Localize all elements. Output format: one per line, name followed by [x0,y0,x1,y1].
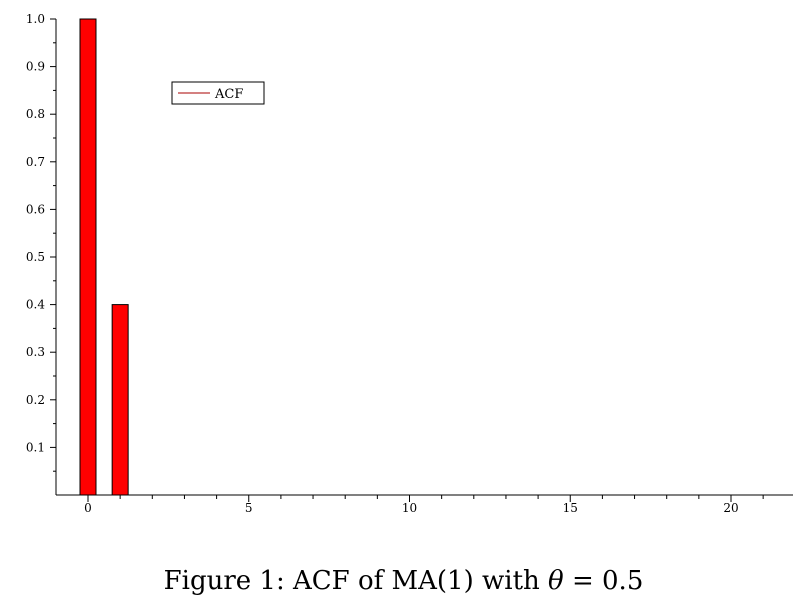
y-tick-label-0.1: 0.1 [26,440,45,454]
y-tick-label-0.2: 0.2 [26,393,45,407]
x-tick-label-5: 5 [245,501,253,515]
bars-group [79,18,129,496]
y-tick-label-0.3: 0.3 [26,345,45,359]
legend-box [171,81,265,105]
x-tick-label-0: 0 [84,501,92,515]
x-tick-label-15: 15 [563,501,578,515]
x-tick-label-20: 20 [723,501,738,515]
x-axis-ticks: 0 5 10 15 20 [84,495,764,515]
y-tick-label-0.8: 0.8 [26,107,45,121]
axes-group [55,19,793,496]
y-tick-label-0.4: 0.4 [26,298,45,312]
figure-caption: Figure 1: ACF of MA(1) with θ = 0.5 [0,566,807,596]
y-tick-label-0.5: 0.5 [26,250,45,264]
legend: ACF [171,81,265,105]
y-axis-ticks: 0.1 0.2 0.3 0.4 0.5 0.6 0.7 0.8 0.9 1.0 [26,12,56,472]
y-tick-label-0.6: 0.6 [26,202,45,216]
x-tick-label-10: 10 [402,501,417,515]
y-tick-label-0.7: 0.7 [26,155,45,169]
caption-theta: θ [548,566,564,596]
caption-prefix: Figure 1: ACF of MA(1) with [163,566,549,596]
acf-bar-lag-1 [111,304,129,496]
acf-chart: 0 5 10 15 20 0.10.20.30.40.50.60.70.80.91.0 … [26,12,793,515]
caption-suffix: = 0.5 [563,566,644,596]
y-tick-label-0.9: 0.9 [26,60,45,74]
legend-label: ACF [214,87,243,102]
acf-bar-lag-0 [79,18,97,496]
y-tick-label-1.0: 1.0 [26,12,45,26]
